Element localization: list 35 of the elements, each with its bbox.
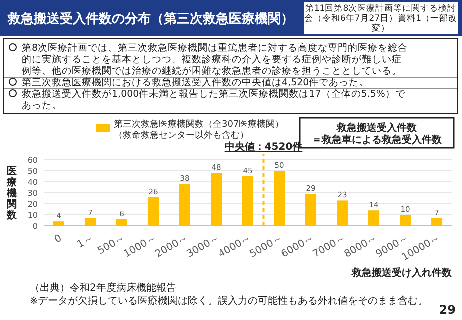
bar <box>274 171 286 226</box>
text: 救急搬送受入件数＝救急車による救急受入件数 <box>312 122 443 146</box>
ref-line-label: 中央値：4520件 <box>224 141 303 153</box>
bar <box>368 210 380 226</box>
bar <box>432 218 443 226</box>
y-tick-label: 60 <box>28 156 38 165</box>
x-tick-label: 1～ <box>76 233 96 251</box>
bar <box>116 219 128 226</box>
x-tick-label: 0 <box>52 233 64 246</box>
y-tick-label: 30 <box>28 189 38 198</box>
y-tick-label: 10 <box>28 211 38 220</box>
text: ※データが欠損している医療機関は除く。誤入力の可能性もある外れ値をそのまま含む。 <box>30 295 428 307</box>
bar <box>53 222 64 226</box>
y-tick-label: 0 <box>32 222 38 231</box>
bar <box>242 176 254 226</box>
text: （出典）令和2年度病床機能報告 <box>30 282 176 294</box>
y-tick-label: 40 <box>28 178 38 187</box>
text: 救急搬送受入件数が1,000件未満と報告した第三次医療機関数は17（全体の5.5%）であった。 <box>21 88 406 112</box>
text: 第8次医療計画では、第三次救急医療機関は重篤患者に対する高度な専門的医療を総合的に実施することを基本としつつ、複数診療科の介入を要する症例や診断が難しい症例等、他の医療機関では治療の継続が困難な救急患者の診療を担うこととしている。 <box>22 42 408 77</box>
text: 第11回第8次医療計画等に関する検討会（令和6年7月27日）資料1（一部改変） <box>304 3 458 34</box>
legend-label: 第三次救急医療機関数（全307医療機関）（救命救急センター以外も含む） <box>114 119 284 141</box>
y-tick-label: 50 <box>28 167 38 176</box>
bar <box>210 173 222 226</box>
bar <box>306 194 317 226</box>
text: 第三次救急医療機関における救急搬送受入件数の中央値は4,520件であった。 <box>22 76 370 88</box>
y-tick-label: 20 <box>28 200 38 209</box>
bar <box>400 215 412 226</box>
bar <box>337 200 348 226</box>
x-axis-title: 救急搬送受け入れ件数 <box>351 267 453 279</box>
text: 29 <box>439 303 456 317</box>
chart-title: 救急搬送受入件数の分布（第三次救急医療機関） <box>7 11 294 27</box>
bar <box>148 197 159 226</box>
bar <box>179 184 190 226</box>
bar <box>84 218 96 226</box>
y-axis-title: 医療機関数 <box>6 166 18 222</box>
